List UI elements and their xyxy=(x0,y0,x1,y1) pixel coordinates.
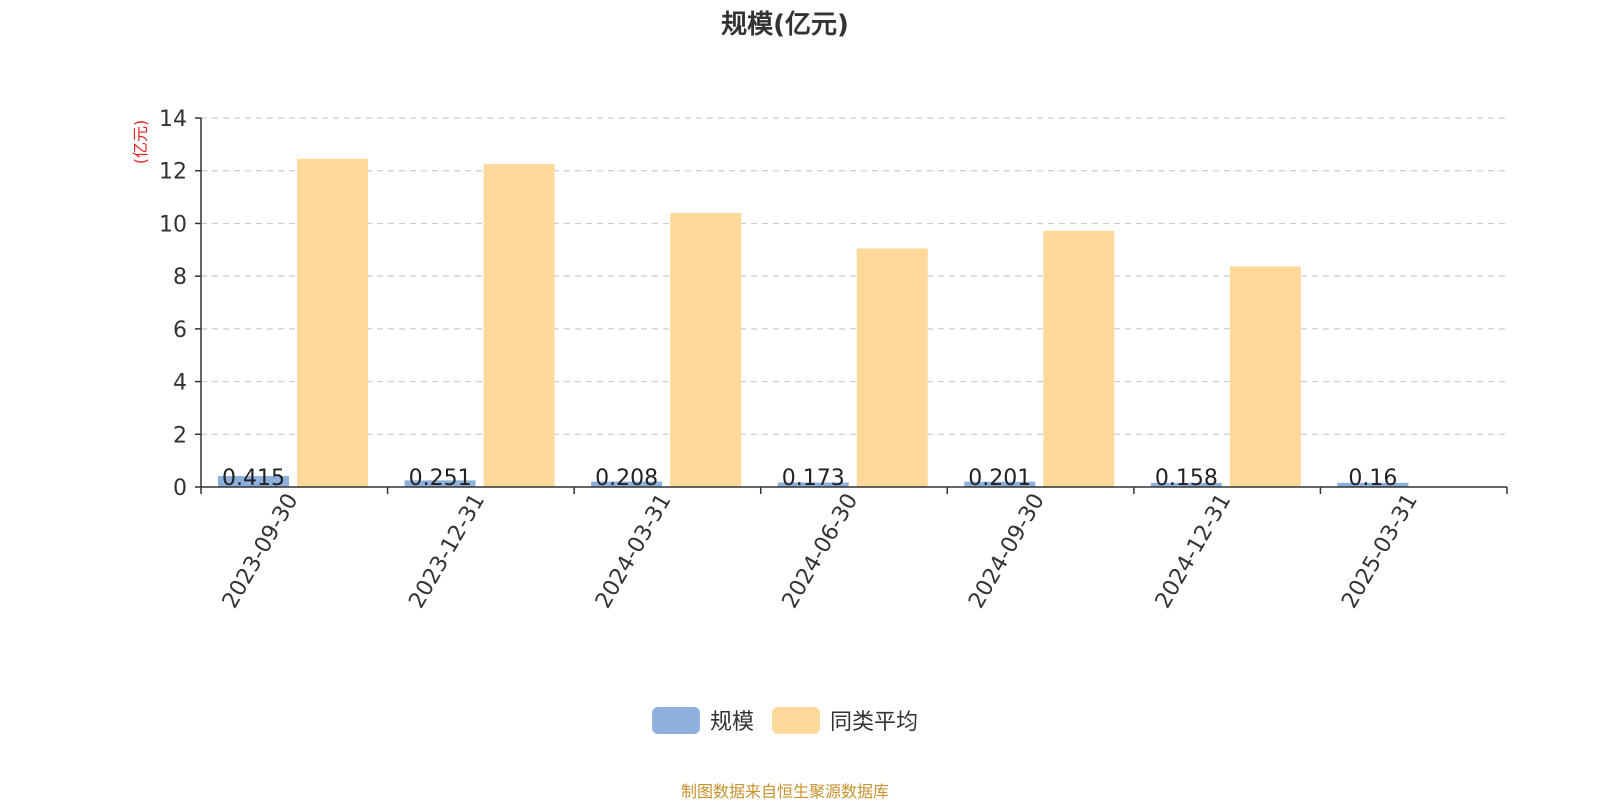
y-tick-label: 10 xyxy=(159,212,187,237)
y-tick-label: 4 xyxy=(173,371,187,396)
data-label: 0.208 xyxy=(595,466,658,491)
grid-lines xyxy=(201,117,1507,435)
y-tick-label: 8 xyxy=(173,265,187,290)
legend-swatch-category-average xyxy=(772,706,820,734)
data-label: 0.201 xyxy=(968,466,1031,491)
bar-scale xyxy=(404,480,476,487)
data-label: 0.173 xyxy=(782,466,845,491)
bar-category-average xyxy=(1043,230,1115,487)
bar-scale xyxy=(591,481,663,487)
data-label: 0.251 xyxy=(409,466,472,491)
chart-title: 规模(亿元) xyxy=(721,10,849,40)
legend-item-category-average[interactable]: 同类平均 xyxy=(772,704,918,736)
x-tick-label: 2024-03-31 xyxy=(591,490,677,613)
y-tick-label: 6 xyxy=(173,318,187,343)
legend-item-scale[interactable]: 规模 xyxy=(651,704,754,736)
x-tick-label: 2024-06-30 xyxy=(778,490,864,613)
bar-scale xyxy=(777,482,849,487)
bar-scale xyxy=(218,476,289,487)
bar-scale xyxy=(964,481,1036,487)
bar-scale xyxy=(1337,482,1409,487)
bar-scale xyxy=(1150,482,1222,487)
data-label: 0.415 xyxy=(222,466,285,491)
legend-swatch-scale xyxy=(651,706,700,734)
y-tick-label: 12 xyxy=(159,160,187,185)
bar-category-average xyxy=(483,164,555,487)
y-tick-label: 0 xyxy=(173,476,187,501)
bar-category-average xyxy=(670,212,742,487)
x-tick-label: 2024-12-31 xyxy=(1151,490,1237,613)
bars xyxy=(218,158,1409,487)
bar-chart: 0 2 4 6 8 10 12 14 (亿元) 2023-09-30 2023-12-31 2024-… xyxy=(131,107,1508,613)
y-axis-label: (亿元) xyxy=(131,120,150,165)
x-tick-label: 2023-09-30 xyxy=(218,490,304,613)
x-tick-label: 2025-03-31 xyxy=(1337,490,1423,613)
data-label: 0.158 xyxy=(1155,466,1218,491)
bar-category-average xyxy=(1229,266,1301,487)
data-labels: 0.415 0.251 0.208 0.173 0.201 0.158 0.16 xyxy=(222,466,1397,491)
bar-category-average xyxy=(297,158,368,487)
bar-category-average xyxy=(856,248,928,487)
source-note: 制图数据来自恒生聚源数据库 xyxy=(680,782,889,801)
x-tick-label: 2023-12-31 xyxy=(404,490,490,613)
legend: 规模 同类平均 xyxy=(0,704,1570,736)
y-tick-label: 14 xyxy=(159,107,187,132)
data-label: 0.16 xyxy=(1348,466,1397,491)
legend-label-category-average: 同类平均 xyxy=(830,710,919,735)
legend-label-scale: 规模 xyxy=(709,710,754,735)
y-tick-label: 2 xyxy=(173,423,187,448)
x-tick-label: 2024-09-30 xyxy=(964,490,1050,613)
